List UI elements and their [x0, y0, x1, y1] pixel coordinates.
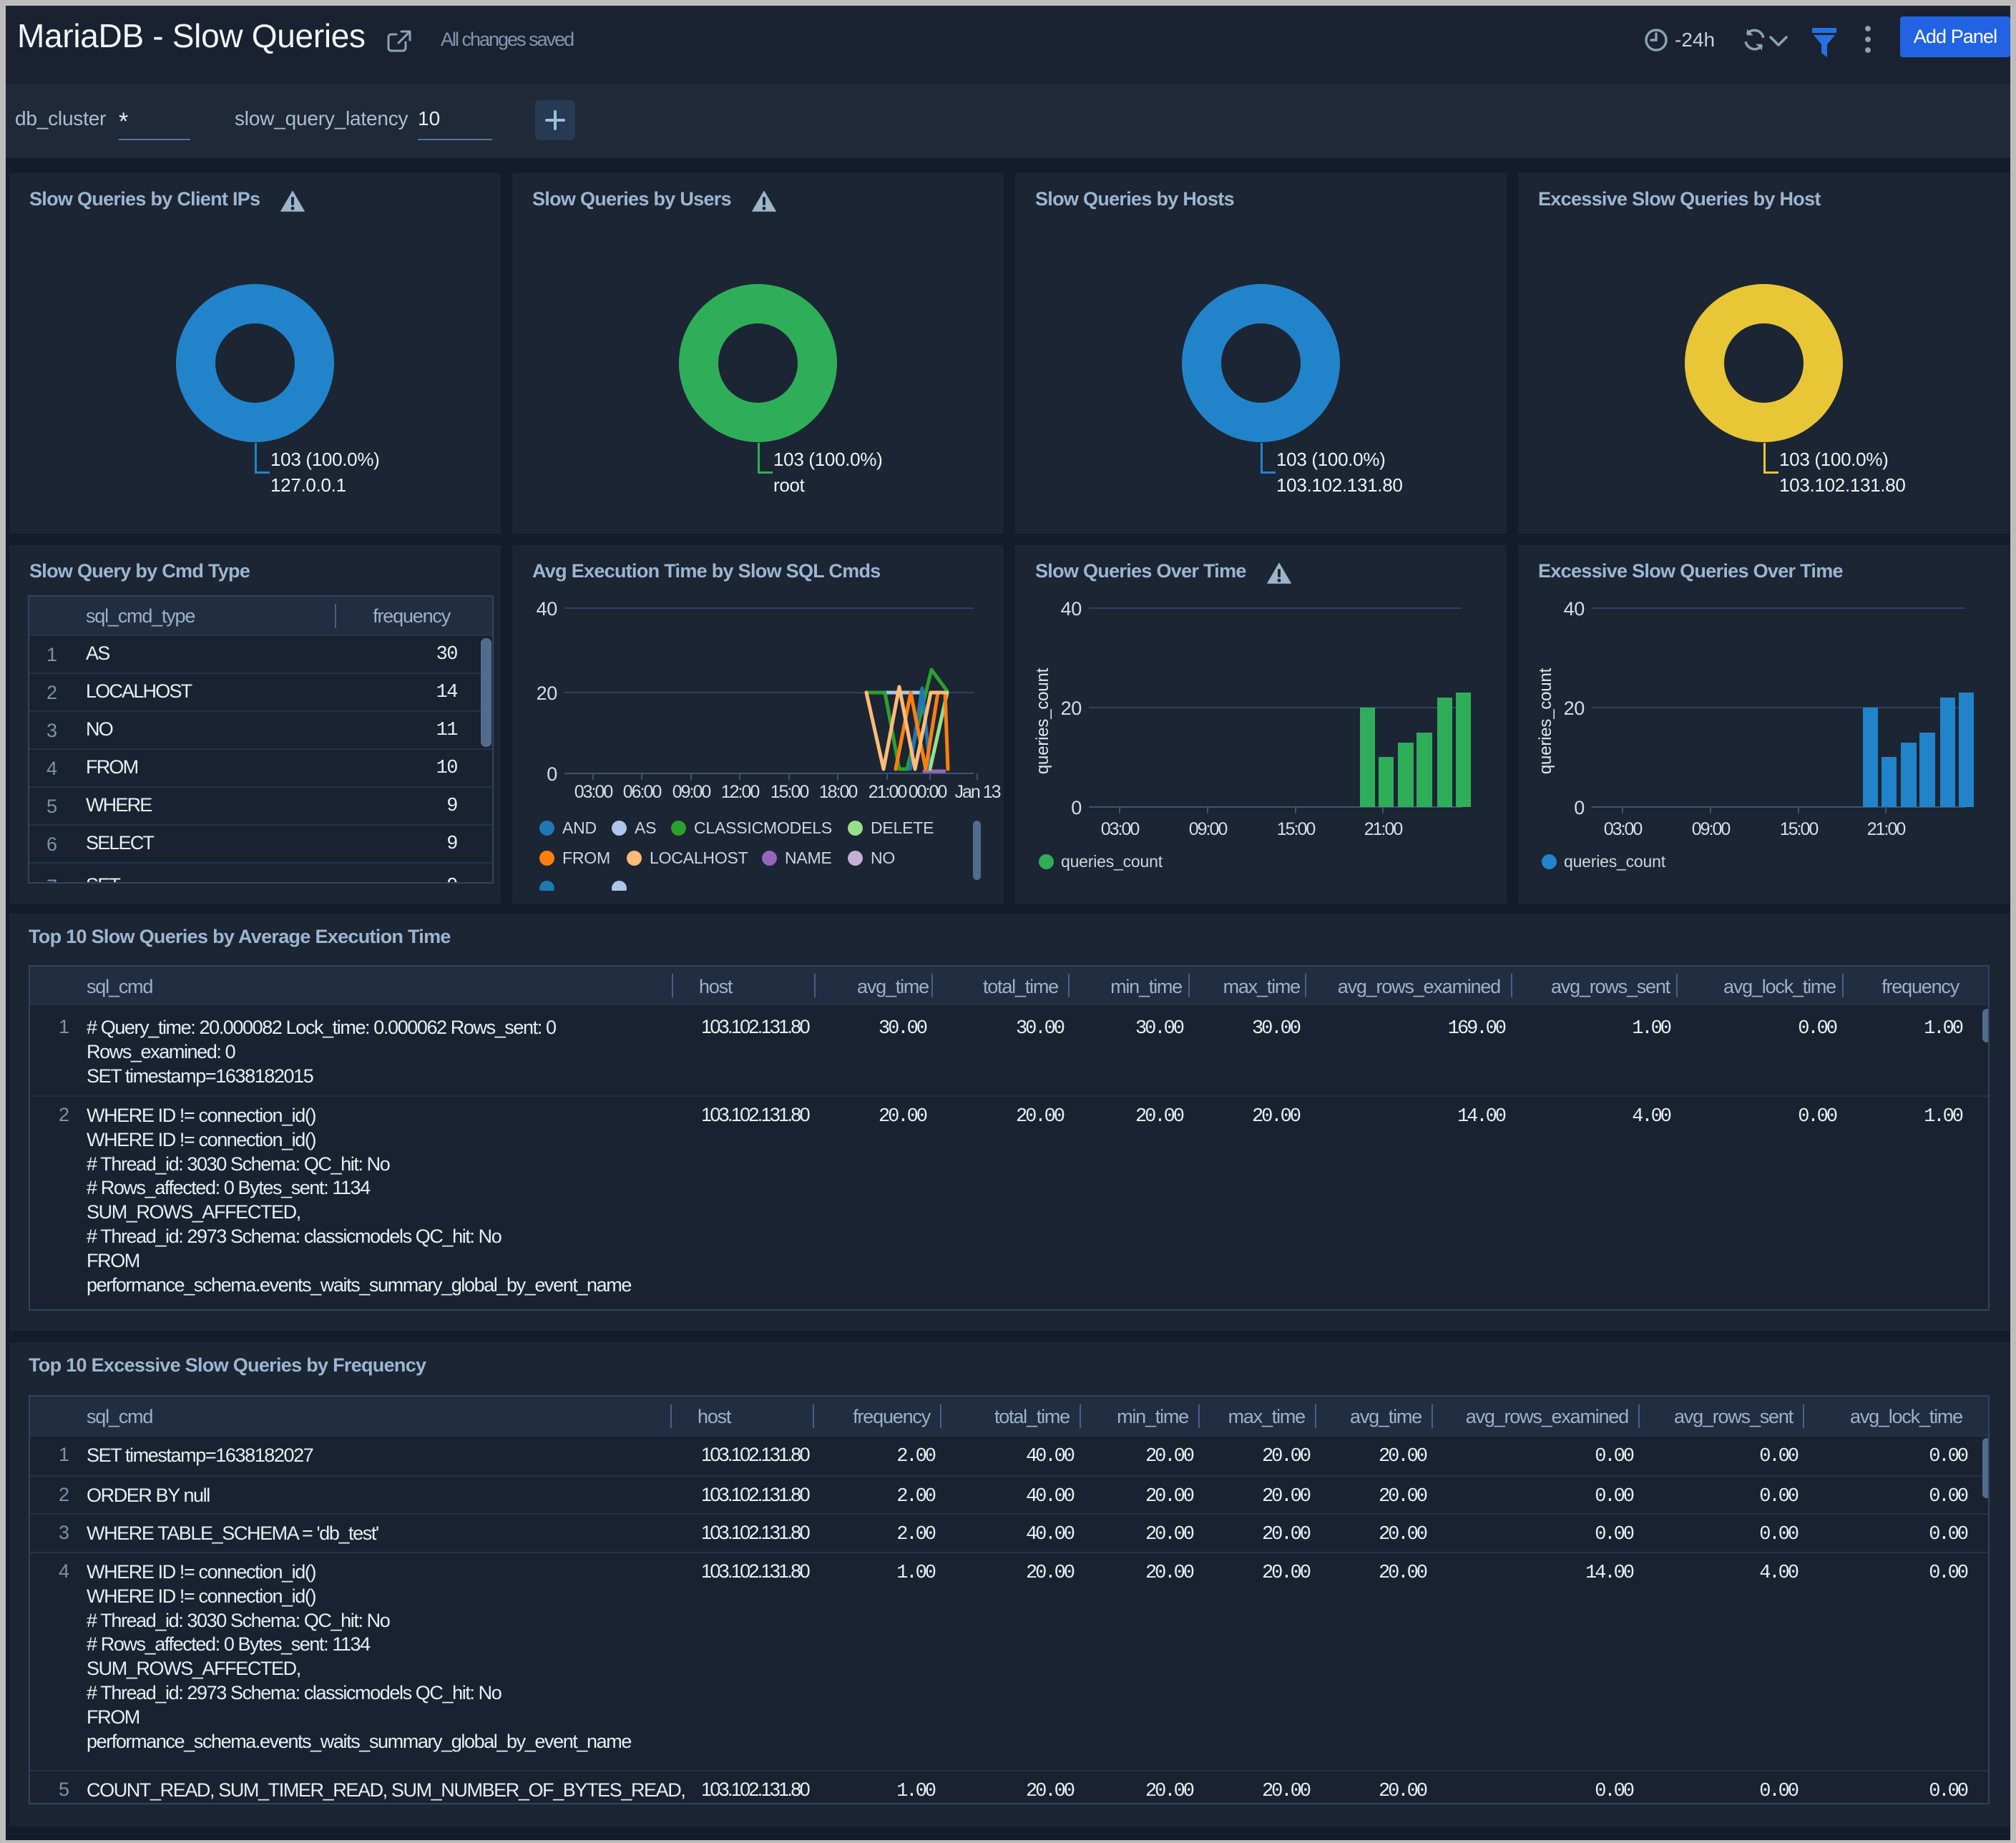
- svg-text:40: 40: [1564, 598, 1585, 620]
- svg-text:40: 40: [537, 598, 557, 620]
- svg-text:15:00: 15:00: [1780, 819, 1819, 839]
- svg-text:40: 40: [1061, 598, 1082, 620]
- svg-text:00:00: 00:00: [909, 782, 947, 802]
- svg-text:21:00: 21:00: [1867, 819, 1906, 839]
- svg-text:18:00: 18:00: [819, 782, 858, 802]
- svg-text:20: 20: [1564, 698, 1585, 719]
- svg-text:queries_count: queries_count: [1536, 668, 1555, 774]
- svg-text:15:00: 15:00: [770, 782, 809, 802]
- svg-text:09:00: 09:00: [1692, 819, 1731, 839]
- svg-text:0: 0: [547, 763, 557, 785]
- svg-text:Jan 13: Jan 13: [954, 782, 1000, 802]
- svg-text:21:00: 21:00: [1364, 819, 1403, 839]
- svg-text:20: 20: [1061, 698, 1082, 719]
- svg-text:0: 0: [1574, 797, 1585, 818]
- svg-text:09:00: 09:00: [1189, 819, 1228, 839]
- svg-text:12:00: 12:00: [721, 782, 760, 802]
- svg-text:03:00: 03:00: [1604, 819, 1643, 839]
- svg-text:15:00: 15:00: [1277, 819, 1316, 839]
- svg-text:03:00: 03:00: [574, 782, 613, 802]
- svg-text:queries_count: queries_count: [1033, 668, 1052, 774]
- svg-text:03:00: 03:00: [1101, 819, 1140, 839]
- svg-text:20: 20: [537, 683, 557, 704]
- svg-text:21:00: 21:00: [868, 782, 907, 802]
- svg-text:09:00: 09:00: [672, 782, 711, 802]
- svg-text:0: 0: [1071, 797, 1082, 818]
- svg-text:06:00: 06:00: [623, 782, 662, 802]
